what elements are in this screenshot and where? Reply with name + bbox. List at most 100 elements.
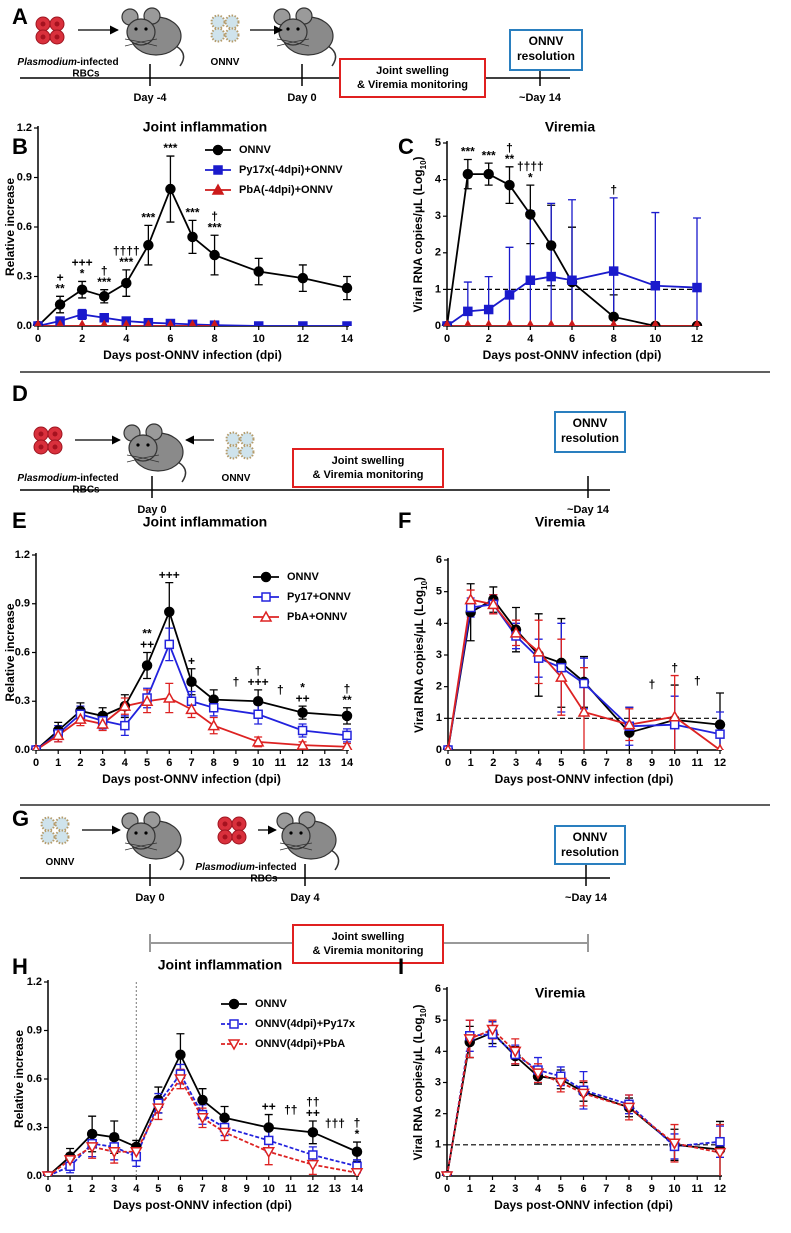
point <box>440 1171 454 1176</box>
point <box>166 319 175 326</box>
significance-mark: ++ <box>140 638 154 652</box>
panel-letter: E <box>12 508 27 533</box>
significance-mark: † <box>506 141 513 155</box>
point <box>715 1136 725 1147</box>
point <box>185 702 198 715</box>
significance-mark: +++ <box>248 675 269 689</box>
y-axis-label: Relative increase <box>12 1030 26 1128</box>
point <box>51 728 65 741</box>
mouse-head <box>281 822 311 850</box>
y-axis-label-part: 10 <box>420 580 429 589</box>
point <box>341 740 353 750</box>
x-tick-label: 1 <box>55 757 61 769</box>
significance-mark: † <box>233 675 240 689</box>
significance-mark: † <box>354 1116 361 1130</box>
legend-label: PbA(-4dpi)+ONNV <box>239 184 333 196</box>
point <box>669 719 680 730</box>
virus-icon <box>210 27 226 43</box>
resolution-text: resolution <box>561 431 619 445</box>
point <box>485 319 493 326</box>
resolution-text: resolution <box>517 49 575 63</box>
point <box>298 321 308 326</box>
point <box>107 1147 121 1159</box>
point <box>56 319 64 326</box>
y-axis-label-part: Viral RNA copies/μL (Log <box>412 590 426 733</box>
y-tick-label: 0.3 <box>27 1121 42 1133</box>
point <box>463 306 473 317</box>
significance-mark: *** <box>141 211 155 225</box>
point <box>297 272 309 284</box>
point <box>262 1147 275 1159</box>
y-axis-label: Viral RNA copies/μL (Log10) <box>412 577 428 733</box>
x-tick-label: 9 <box>649 1183 655 1195</box>
point <box>608 266 619 276</box>
point <box>464 319 472 326</box>
point <box>307 1127 319 1138</box>
monitor-text: & Viremia monitoring <box>312 945 423 957</box>
y-axis-label-part: 10 <box>419 1008 428 1017</box>
point <box>555 670 568 682</box>
point <box>546 271 556 282</box>
x-tick-label: 10 <box>668 1183 680 1195</box>
y-tick-label: 0.9 <box>27 1024 42 1036</box>
point <box>444 743 452 750</box>
point <box>86 1128 98 1140</box>
significance-mark: † <box>101 264 108 278</box>
point <box>144 319 152 326</box>
x-tick-label: 13 <box>319 757 331 769</box>
virus-icon <box>40 829 56 845</box>
y-tick-label: 1 <box>436 712 442 724</box>
agent-label: ONNV <box>211 57 240 68</box>
resolution-box <box>554 825 626 865</box>
point <box>118 699 132 711</box>
point <box>164 639 175 650</box>
x-tick-label: 5 <box>155 1183 161 1195</box>
significance-mark: † <box>610 183 617 197</box>
x-tick-label: 8 <box>222 1183 228 1195</box>
y-tick-label: 1.2 <box>27 976 42 988</box>
point <box>568 319 576 326</box>
point <box>713 1147 727 1160</box>
legend-label: Py17+ONNV <box>287 591 352 603</box>
mouse-whiskers <box>126 454 160 463</box>
virus-icon <box>239 444 255 460</box>
x-tick-label: 0 <box>444 333 450 345</box>
point <box>152 1103 165 1115</box>
chart-title: Viremia <box>535 985 586 1001</box>
point <box>121 277 132 289</box>
mouse-eye <box>134 831 138 835</box>
x-tick-label: 12 <box>296 757 308 769</box>
significance-mark: +++ <box>159 568 180 582</box>
x-tick-label: 3 <box>100 757 106 769</box>
resolution-text: ONNV <box>529 34 564 48</box>
point <box>163 691 176 703</box>
point <box>143 239 154 251</box>
significance-mark: *** <box>208 220 222 234</box>
monitor-box <box>292 924 444 964</box>
significance-mark: † <box>344 682 351 696</box>
point <box>342 321 352 326</box>
significance-mark: †† <box>306 1095 319 1109</box>
significance-mark: † <box>671 661 678 675</box>
point <box>531 1068 545 1080</box>
y-tick-label: 0 <box>435 320 441 332</box>
mouse-icon <box>276 811 340 871</box>
x-axis-label: Days post-ONNV infection (dpi) <box>483 348 662 362</box>
point <box>207 719 220 731</box>
monitor-box <box>292 448 444 488</box>
x-tick-label: 7 <box>603 1183 609 1195</box>
rbc-center <box>236 834 242 840</box>
point <box>714 719 726 730</box>
x-tick-label: 5 <box>558 757 564 769</box>
y-axis-label-part: Viral RNA copies/μL (Log <box>411 169 425 312</box>
rbc-center <box>54 34 60 40</box>
monitor-text: Joint swelling <box>376 65 449 77</box>
mouse-eye <box>296 27 300 31</box>
point <box>350 1168 364 1176</box>
y-axis-label: Relative increase <box>3 603 17 701</box>
point <box>668 710 681 722</box>
x-tick-label: 7 <box>199 1183 205 1195</box>
significance-mark: ††† <box>325 1117 345 1131</box>
x-tick-label: 14 <box>341 333 354 345</box>
x-tick-label: 14 <box>341 757 354 769</box>
